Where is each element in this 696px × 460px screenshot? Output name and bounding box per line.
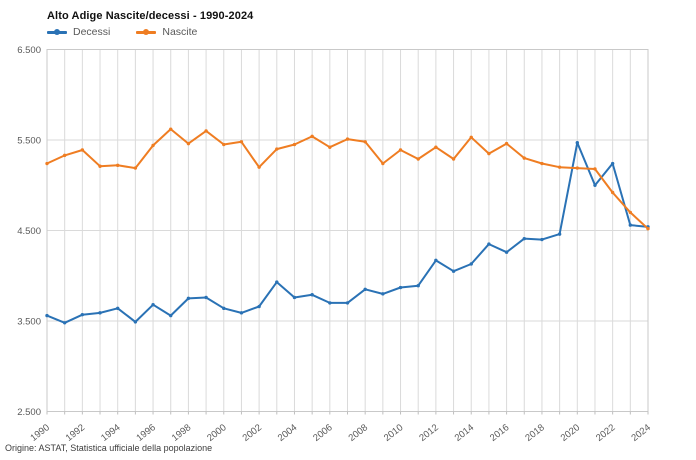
- x-tick-label: 1998: [170, 422, 193, 444]
- x-tick-label: 2024: [629, 422, 652, 444]
- x-tick-label: 2004: [276, 422, 299, 444]
- x-tick-label: 2010: [382, 422, 405, 444]
- nascite-line-swatch-icon: [136, 29, 157, 35]
- decessi-line-swatch-icon: [47, 29, 67, 35]
- x-tick-label: 2016: [488, 422, 511, 444]
- x-tick-label: 1994: [99, 422, 122, 444]
- decessi-line: [45, 141, 650, 325]
- y-tick-label: 6.500: [17, 45, 41, 56]
- legend-label-decessi: Decessi: [73, 26, 111, 38]
- x-tick-label: 1996: [134, 422, 157, 444]
- legend: Decessi Nascite: [47, 26, 197, 38]
- x-tick-label: 2020: [559, 422, 582, 444]
- x-tick-label: 2002: [241, 422, 264, 444]
- nascite-line: [45, 127, 650, 231]
- legend-item-decessi: Decessi: [47, 26, 110, 38]
- legend-item-nascite: Nascite: [136, 26, 197, 38]
- x-tick-label: 2000: [205, 422, 228, 444]
- source-note: Origine: ASTAT, Statistica ufficiale del…: [5, 443, 213, 453]
- gridlines: [46, 49, 649, 412]
- x-tick-label: 2006: [311, 422, 334, 444]
- x-tick-label: 1990: [28, 422, 51, 444]
- x-tick-label: 2012: [417, 422, 440, 444]
- x-tick-label: 2014: [453, 422, 476, 444]
- y-tick-label: 3.500: [17, 317, 41, 328]
- x-tick-label: 2022: [594, 422, 617, 444]
- chart-title: Alto Adige Nascite/decessi - 1990-2024: [47, 10, 254, 22]
- y-tick-label: 5.500: [17, 136, 41, 147]
- x-tick-label: 2018: [523, 422, 546, 444]
- x-tick-label: 2008: [347, 422, 370, 444]
- x-axis-labels: 1990 1992 1994 1996 1998 2000 2002 2004 2006 2008…: [28, 422, 652, 444]
- x-tick-label: 1992: [64, 422, 87, 444]
- y-tick-label: 2.500: [17, 407, 41, 418]
- y-tick-label: 4.500: [17, 226, 41, 237]
- x-tick-marks: [46, 411, 649, 415]
- y-axis-labels: 2.500 3.500 4.500 5.500 6.500: [17, 45, 41, 418]
- legend-label-nascite: Nascite: [162, 26, 198, 38]
